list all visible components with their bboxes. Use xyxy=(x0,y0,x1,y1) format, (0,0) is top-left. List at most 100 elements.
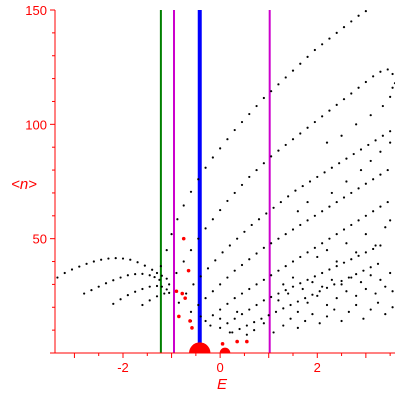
data-point xyxy=(364,251,367,254)
data-point xyxy=(219,317,222,320)
data-point xyxy=(233,128,236,132)
data-point xyxy=(253,321,256,324)
data-point xyxy=(335,232,338,236)
data-point xyxy=(243,230,246,233)
data-point xyxy=(342,228,346,231)
data-point xyxy=(197,178,200,181)
data-point xyxy=(291,69,295,72)
data-point xyxy=(381,134,384,137)
data-point xyxy=(284,289,287,292)
data-point xyxy=(270,90,273,93)
data-point xyxy=(284,265,287,268)
data-point xyxy=(204,166,207,169)
data-point xyxy=(134,273,137,276)
data-point xyxy=(267,314,270,317)
data-point xyxy=(296,310,299,313)
data-point xyxy=(204,297,207,300)
data-point xyxy=(182,204,185,207)
data-point xyxy=(240,292,244,295)
data-point xyxy=(226,276,229,279)
data-point xyxy=(308,180,312,183)
data-point xyxy=(250,223,253,227)
data-point xyxy=(384,226,387,229)
data-point xyxy=(126,274,129,277)
data-point xyxy=(236,310,239,313)
data-point xyxy=(306,126,309,129)
data-point xyxy=(141,272,144,275)
data-point xyxy=(240,313,244,316)
x-tick-label: -2 xyxy=(117,360,129,375)
data-point xyxy=(296,326,299,329)
data-point xyxy=(384,285,387,288)
data-point xyxy=(284,76,287,79)
data-point xyxy=(391,86,394,89)
blobs xyxy=(189,342,231,353)
data-point xyxy=(291,138,295,141)
data-point xyxy=(362,317,365,320)
data-point xyxy=(321,115,324,118)
data-point xyxy=(316,175,319,179)
data-point xyxy=(284,232,287,236)
data-point xyxy=(262,278,265,281)
data-point xyxy=(350,258,353,261)
data-point xyxy=(340,134,343,137)
data-point xyxy=(325,141,329,144)
data-point xyxy=(153,275,156,279)
data-point xyxy=(345,290,348,293)
data-point xyxy=(364,214,367,217)
data-point xyxy=(304,319,307,323)
data-point xyxy=(328,205,331,208)
data-point xyxy=(359,148,363,151)
data-point xyxy=(186,268,191,273)
data-point xyxy=(389,271,392,275)
data-point xyxy=(160,274,163,277)
data-point xyxy=(63,271,66,275)
data-point xyxy=(335,265,338,268)
data-point xyxy=(333,283,336,286)
data-point xyxy=(148,274,151,277)
data-point xyxy=(287,292,290,295)
data-point xyxy=(335,260,338,263)
plot-area xyxy=(56,10,395,353)
y-axis-label: <n> xyxy=(11,176,37,193)
data-point xyxy=(282,283,285,286)
data-point xyxy=(350,276,353,279)
data-point xyxy=(350,223,353,227)
data-point xyxy=(233,317,236,320)
data-point xyxy=(357,187,360,190)
data-point xyxy=(248,308,251,311)
data-point xyxy=(379,150,382,153)
data-point xyxy=(104,282,108,285)
data-point xyxy=(277,292,280,295)
data-point xyxy=(330,278,333,281)
data-point xyxy=(299,223,302,227)
data-point xyxy=(160,285,163,288)
data-point xyxy=(291,285,295,288)
data-point xyxy=(270,242,273,245)
data-point xyxy=(189,249,193,252)
data-point xyxy=(277,299,280,302)
data-point xyxy=(355,294,358,297)
data-point xyxy=(165,277,168,280)
data-point xyxy=(248,258,251,261)
data-point xyxy=(350,92,353,95)
data-point xyxy=(255,168,258,172)
data-point xyxy=(376,262,380,265)
data-point xyxy=(328,237,331,240)
data-points xyxy=(56,10,395,346)
data-point xyxy=(347,310,350,313)
data-point xyxy=(391,306,394,309)
data-point xyxy=(126,294,129,297)
data-point xyxy=(248,112,251,116)
data-point xyxy=(151,268,154,271)
data-point xyxy=(355,251,358,254)
data-point xyxy=(318,322,321,325)
data-point xyxy=(112,279,115,282)
data-point xyxy=(236,237,239,240)
data-point xyxy=(155,271,159,275)
data-point xyxy=(325,303,329,307)
data-point xyxy=(287,195,290,198)
data-point xyxy=(155,295,159,298)
data-point xyxy=(379,244,382,247)
